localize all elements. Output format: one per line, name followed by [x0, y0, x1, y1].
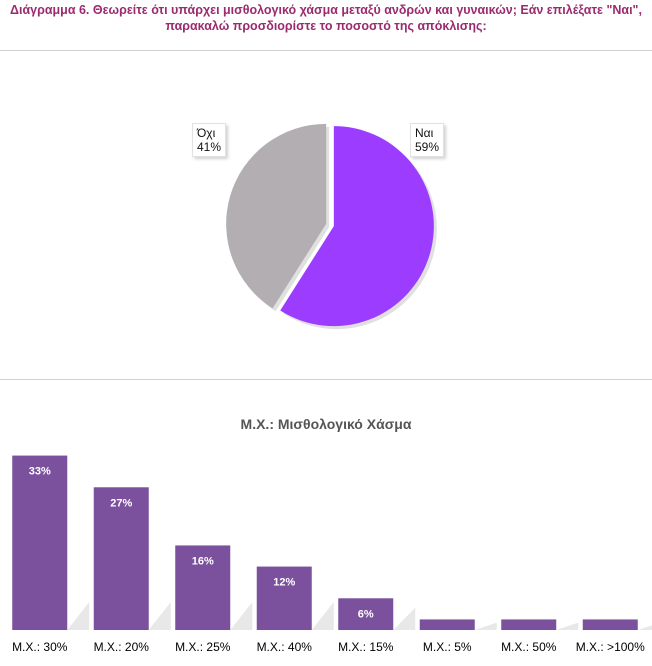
bar-category-label-2: Μ.Χ.: 25%: [175, 640, 231, 654]
bar-shadow-0: [67, 602, 90, 630]
pie-label-nai: Ναι 59%: [410, 123, 445, 157]
caption-line-1: Διάγραμμα 6. Θεωρείτε ότι υπάρχει μισθολ…: [10, 3, 642, 17]
bar-value-label-1: 27%: [110, 497, 132, 509]
bar-3: [256, 566, 312, 630]
pie-label-nai-name: Ναι: [415, 126, 434, 140]
bar-4: [338, 598, 394, 630]
pie-chart: [226, 123, 437, 330]
bar-shadow-5: [474, 622, 497, 630]
bar-value-label-7: 2%: [602, 629, 618, 641]
caption-line-2: παρακαλώ προσδιορίστε το ποσοστό της από…: [165, 19, 487, 33]
pie-label-oxi-name: Όχι: [197, 126, 216, 140]
bar-value-label-5: 2%: [439, 629, 455, 641]
pie-slice-1: [226, 123, 327, 309]
bar-value-label-0: 33%: [29, 466, 51, 478]
bar-category-label-1: Μ.Χ.: 20%: [94, 640, 150, 654]
bar-chart-title: Μ.Χ.: Μισθολογικό Χάσμα: [240, 416, 412, 432]
bar-7: [582, 619, 638, 630]
bar-6: [501, 619, 557, 630]
bar-category-label-5: Μ.Χ.: 5%: [423, 640, 472, 654]
bar-shadow-3: [311, 602, 334, 630]
pie-label-oxi: Όχι 41%: [192, 123, 227, 157]
bar-category-label-3: Μ.Χ.: 40%: [257, 640, 313, 654]
bar-shadow-1: [148, 602, 171, 630]
bar-shadow-6: [556, 622, 579, 630]
bar-category-label-6: Μ.Χ.: 50%: [501, 640, 557, 654]
bar-0: [12, 455, 68, 630]
bar-category-label-4: Μ.Χ.: 15%: [338, 640, 394, 654]
pie-label-oxi-value: 41%: [197, 140, 222, 154]
bar-chart: 33% Μ.Χ.: 30% 27% Μ.Χ.: 20% 16% Μ.Χ.: 25% 12% Μ…: [12, 455, 652, 654]
bar-value-label-4: 6%: [358, 608, 374, 620]
bar-shadow-7: [637, 625, 652, 630]
bar-2: [175, 545, 231, 630]
bar-category-label-7: Μ.Χ.: >100%: [576, 640, 645, 654]
bar-shadow-2: [230, 602, 253, 630]
bar-value-label-6: 2%: [521, 629, 537, 641]
bar-value-label-3: 12%: [273, 577, 295, 589]
bar-5: [419, 619, 475, 630]
pie-slice-0: [280, 126, 434, 327]
bar-value-label-2: 16%: [192, 555, 214, 567]
bar-category-label-0: Μ.Χ.: 30%: [12, 640, 68, 654]
chart-caption: Διάγραμμα 6. Θεωρείτε ότι υπάρχει μισθολ…: [0, 2, 652, 34]
bar-shadow-4: [393, 607, 416, 630]
pie-chart-frame: [0, 50, 652, 380]
pie-label-nai-value: 59%: [415, 140, 440, 154]
bar-1: [93, 487, 149, 630]
